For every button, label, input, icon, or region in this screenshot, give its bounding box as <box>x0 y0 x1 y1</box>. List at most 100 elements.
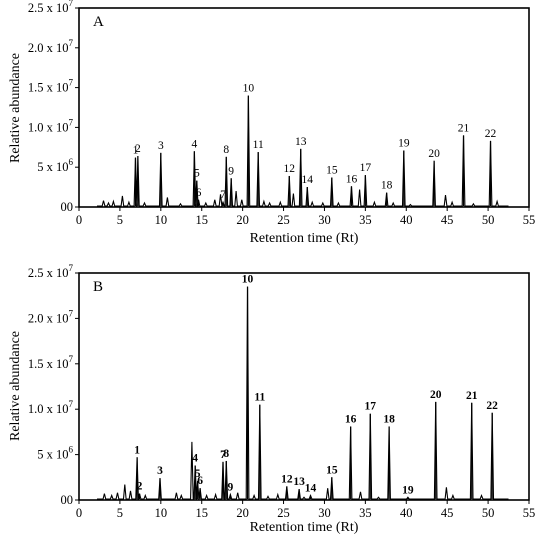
x-tick-label: 15 <box>195 213 208 227</box>
peak-12-label: 12 <box>284 163 296 175</box>
x-axis-title: Retention time (Rt) <box>250 231 359 246</box>
y-tick-label: 5 x 106 <box>37 157 73 174</box>
y-tick-mantissa: 2.5 x 10 <box>28 1 69 15</box>
y-tick-mantissa: 1.0 x 10 <box>28 120 69 134</box>
peak-17-label: 17 <box>360 162 372 174</box>
peak-21-label: 21 <box>466 390 478 402</box>
y-tick-label: 1.5 x 107 <box>28 78 74 95</box>
peak-9-label: 9 <box>228 165 234 177</box>
peak-8-label: 8 <box>223 448 229 460</box>
y-tick-mantissa: 00 <box>61 493 74 507</box>
x-tick-label: 35 <box>359 506 372 520</box>
x-tick-label: 45 <box>441 506 454 520</box>
y-tick-mantissa: 5 x 10 <box>37 160 68 174</box>
y-tick-label: 00 <box>61 200 74 214</box>
y-tick-exponent: 7 <box>69 308 74 318</box>
peak-14-label: 14 <box>302 174 314 186</box>
peak-7-label: 7 <box>220 449 226 461</box>
peak-4-label: 4 <box>192 452 198 464</box>
x-tick-label: 10 <box>155 506 168 520</box>
x-tick-label: 30 <box>318 213 331 227</box>
x-tick-label: 5 <box>117 506 123 520</box>
peak-18-label: 18 <box>381 180 393 192</box>
x-tick-label: 45 <box>441 213 454 227</box>
peak-15-label: 15 <box>326 464 338 476</box>
peak-13-label: 13 <box>293 476 305 488</box>
x-tick-label: 25 <box>277 213 290 227</box>
y-tick-exponent: 7 <box>69 263 74 273</box>
y-tick-exponent: 7 <box>69 38 74 48</box>
y-tick-exponent: 6 <box>69 157 74 167</box>
y-tick-exponent: 7 <box>69 117 74 127</box>
y-tick-label: 2.5 x 107 <box>28 0 74 15</box>
y-tick-label: 2.0 x 107 <box>28 38 74 55</box>
x-tick-label: 15 <box>195 506 208 520</box>
peak-5-label: 5 <box>195 468 201 480</box>
x-tick-label: 0 <box>76 506 82 520</box>
chromatogram-trace <box>97 286 509 500</box>
y-tick-exponent: 7 <box>69 78 74 88</box>
panel-label: A <box>93 14 104 30</box>
peak-16-label: 16 <box>345 413 357 425</box>
y-tick-label: 1.5 x 107 <box>28 354 74 371</box>
peak-15-label: 15 <box>326 165 338 177</box>
peak-4-label: 4 <box>191 138 197 150</box>
y-tick-mantissa: 1.5 x 10 <box>28 357 69 371</box>
x-tick-label: 30 <box>318 506 331 520</box>
x-tick-label: 40 <box>400 506 413 520</box>
peak-3-label: 3 <box>157 465 163 477</box>
y-tick-label: 00 <box>61 493 74 507</box>
peak-2-label: 2 <box>137 481 143 493</box>
peak-19-label: 19 <box>402 484 414 496</box>
x-tick-label: 50 <box>482 213 495 227</box>
peak-2-label: 2 <box>135 143 141 155</box>
y-tick-exponent: 7 <box>69 0 74 8</box>
peak-8-label: 8 <box>223 144 229 156</box>
peak-6-label: 6 <box>196 187 202 199</box>
x-tick-label: 50 <box>482 506 495 520</box>
y-tick-mantissa: 2.0 x 10 <box>28 41 69 55</box>
y-tick-mantissa: 1.5 x 10 <box>28 81 69 95</box>
x-tick-label: 10 <box>155 213 168 227</box>
peak-16-label: 16 <box>346 173 358 185</box>
x-tick-label: 20 <box>236 506 249 520</box>
peak-20-label: 20 <box>430 389 442 401</box>
peak-14-label: 14 <box>305 482 317 494</box>
peak-11-label: 11 <box>253 139 264 151</box>
plot-frame <box>78 272 530 501</box>
y-tick-label: 2.5 x 107 <box>28 263 74 280</box>
peak-19-label: 19 <box>398 137 410 149</box>
peak-21-label: 21 <box>458 122 470 134</box>
peak-11-label: 11 <box>254 392 265 404</box>
x-axis-title: Retention time (Rt) <box>250 520 359 535</box>
x-tick-label: 55 <box>523 213 536 227</box>
peak-18-label: 18 <box>383 413 395 425</box>
y-tick-label: 5 x 106 <box>37 445 73 462</box>
y-tick-mantissa: 2.0 x 10 <box>28 311 69 325</box>
panel-label: B <box>93 279 103 295</box>
peak-1-label: 1 <box>134 444 140 456</box>
peak-13-label: 13 <box>295 136 307 148</box>
y-tick-mantissa: 1.0 x 10 <box>28 402 69 416</box>
peak-6-label: 6 <box>197 475 203 487</box>
y-axis-title: Relative abundance <box>8 331 23 441</box>
y-tick-mantissa: 00 <box>61 200 74 214</box>
peak-3-label: 3 <box>158 140 164 152</box>
x-tick-label: 25 <box>277 506 290 520</box>
y-tick-mantissa: 5 x 10 <box>37 448 68 462</box>
peak-7-label: 7 <box>220 189 226 201</box>
x-tick-label: 20 <box>236 213 249 227</box>
y-tick-exponent: 7 <box>69 399 74 409</box>
x-tick-label: 35 <box>359 213 372 227</box>
y-tick-exponent: 6 <box>69 445 74 455</box>
y-tick-label: 2.0 x 107 <box>28 308 74 325</box>
y-tick-label: 1.0 x 107 <box>28 399 74 416</box>
x-tick-label: 0 <box>76 213 82 227</box>
peak-22-label: 22 <box>485 128 497 140</box>
y-tick-label: 1.0 x 107 <box>28 117 74 134</box>
chromatogram-trace <box>97 95 509 207</box>
peak-10-label: 10 <box>243 83 255 95</box>
